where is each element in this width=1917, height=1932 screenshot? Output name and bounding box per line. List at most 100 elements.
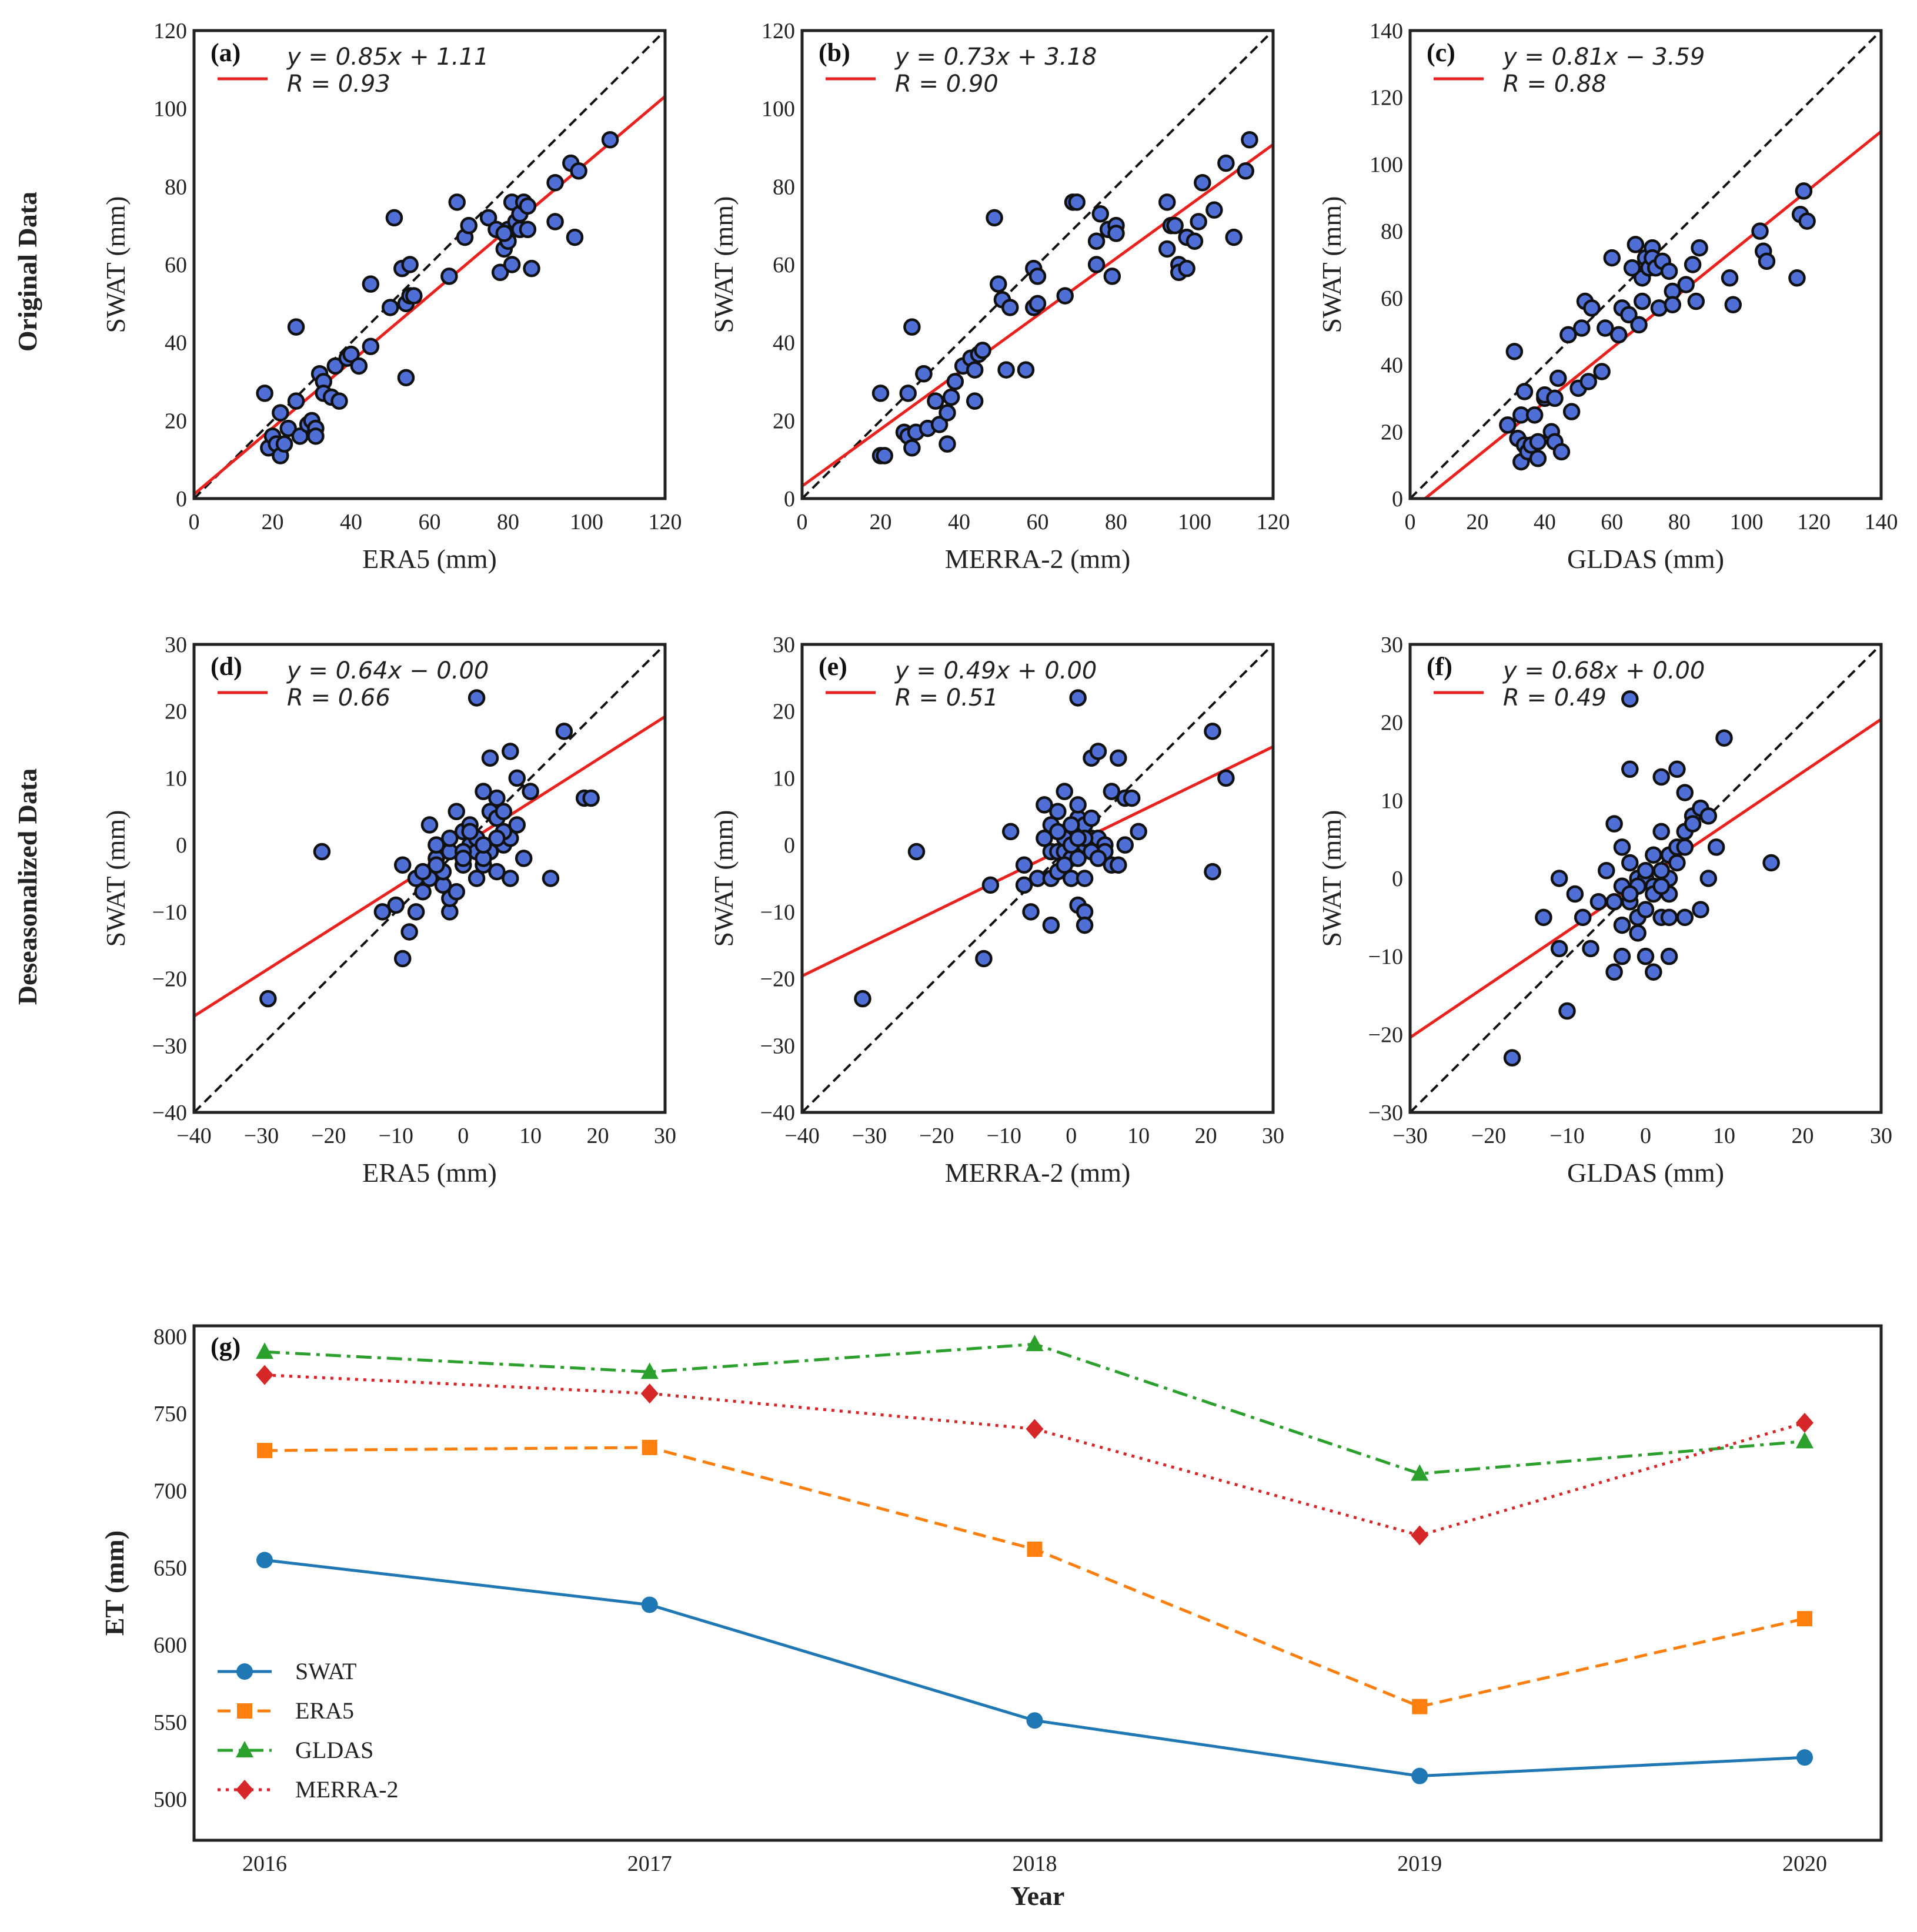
data-point: [1194, 173, 1211, 192]
row-label-original: Original Data: [12, 192, 42, 352]
x-tick-label: 100: [570, 510, 603, 534]
data-point: [1629, 924, 1647, 942]
x-tick-label: 100: [1178, 510, 1211, 534]
data-point: [1605, 815, 1623, 833]
data-point: [1593, 363, 1611, 380]
data-point: [1684, 256, 1702, 273]
data-point: [393, 856, 412, 874]
marker-era5: [642, 1439, 657, 1455]
data-point: [1525, 406, 1544, 424]
data-point: [966, 361, 984, 379]
legend-correlation: R = 0.88: [1503, 71, 1607, 98]
data-point: [871, 385, 890, 402]
legend-marker: [236, 1741, 253, 1757]
marker-merra-2: [1796, 1412, 1814, 1433]
x-axis-label: MERRA-2 (mm): [945, 1158, 1131, 1188]
data-point: [326, 357, 345, 375]
x-tick-label: 2016: [242, 1851, 287, 1876]
data-point: [1515, 383, 1534, 400]
data-point: [1166, 216, 1184, 235]
data-point: [1076, 916, 1094, 934]
data-point: [915, 365, 933, 383]
x-tick-label: 0: [457, 1124, 469, 1148]
y-tick-label: 100: [762, 97, 795, 122]
data-point: [1205, 201, 1223, 219]
data-point: [1559, 326, 1577, 344]
x-tick-label: 40: [948, 510, 970, 534]
y-axis-label: SWAT (mm): [101, 810, 131, 947]
y-tick-label: 100: [1370, 152, 1403, 177]
data-point: [519, 197, 537, 215]
data-point: [1022, 903, 1040, 921]
data-point: [1613, 947, 1631, 965]
data-point: [342, 345, 360, 363]
data-point: [259, 990, 277, 1008]
x-tick-label: 10: [1127, 1124, 1150, 1148]
x-tick-label: 0: [1405, 510, 1416, 534]
y-tick-label: 0: [1392, 867, 1403, 891]
data-point: [903, 439, 921, 457]
data-point: [1623, 259, 1641, 277]
data-point: [1558, 1002, 1576, 1020]
y-axis-label: SWAT (mm): [1317, 810, 1347, 947]
data-point: [1550, 870, 1568, 887]
data-point: [1049, 823, 1067, 841]
data-point: [1609, 326, 1628, 344]
x-axis-label: GLDAS (mm): [1567, 544, 1724, 574]
x-tick-label: 20: [1792, 1124, 1814, 1148]
panel-letter: (c): [1427, 38, 1455, 67]
legend-correlation: R = 0.90: [895, 71, 998, 98]
data-point: [1015, 856, 1033, 874]
marker-gldas: [256, 1342, 273, 1359]
x-tick-label: 60: [1027, 510, 1049, 534]
marker-era5: [257, 1443, 272, 1459]
y-tick-label: 20: [165, 409, 187, 433]
data-point: [1664, 296, 1682, 313]
data-point: [467, 870, 486, 887]
panel-letter: (b): [819, 38, 850, 67]
data-point: [1225, 228, 1243, 246]
x-tick-label: −40: [784, 1124, 819, 1148]
marker-merra-2: [640, 1383, 659, 1404]
data-point: [287, 318, 305, 336]
data-point: [1069, 689, 1087, 707]
data-point: [981, 876, 1000, 894]
data-point: [1056, 783, 1074, 800]
data-point: [1237, 162, 1255, 180]
data-point: [1062, 816, 1080, 834]
data-point: [1687, 292, 1705, 310]
data-point: [488, 830, 506, 847]
data-point: [1069, 850, 1087, 867]
data-point: [1603, 249, 1621, 267]
data-point: [1036, 830, 1053, 847]
panel-g: 2016 2017 2018 2019 2020 500 550 600 650 700 750 80…: [99, 1324, 1883, 1911]
data-point: [939, 404, 956, 422]
legend-equation: y = 0.68x + 0.00: [1502, 657, 1705, 684]
data-point: [1660, 947, 1678, 965]
data-point: [1660, 908, 1678, 927]
x-tick-label: 20: [587, 1124, 609, 1148]
data-point: [546, 213, 564, 230]
data-point: [350, 357, 368, 375]
y-tick-label: −30: [1368, 1101, 1403, 1125]
data-point: [1017, 361, 1035, 379]
data-point: [1579, 373, 1597, 390]
data-point: [1116, 836, 1134, 854]
data-point: [1549, 369, 1567, 387]
data-point: [1677, 276, 1695, 293]
x-tick-label: −20: [919, 1124, 954, 1148]
data-point: [414, 883, 432, 901]
y-tick-label: −20: [1368, 1022, 1403, 1047]
data-point: [1087, 256, 1106, 273]
data-point: [1110, 856, 1127, 874]
data-point: [1130, 823, 1147, 841]
x-tick-label: 30: [1262, 1124, 1284, 1148]
data-point: [1676, 908, 1694, 927]
data-point: [1692, 901, 1709, 918]
y-tick-label: 120: [1370, 86, 1403, 111]
axes-frame: [800, 29, 1275, 500]
data-point: [1637, 947, 1655, 965]
data-point: [1056, 287, 1074, 305]
data-point: [1049, 803, 1067, 821]
